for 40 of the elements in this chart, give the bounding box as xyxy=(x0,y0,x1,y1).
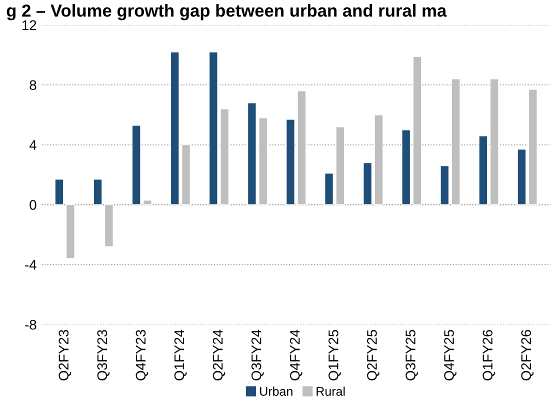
bar xyxy=(181,144,191,206)
x-tick-label: Q4FY23 xyxy=(136,330,148,380)
x-tick-label: Q3FY23 xyxy=(97,330,110,380)
y-tick-label: -4 xyxy=(25,260,36,270)
x-tick-label: Q4FY24 xyxy=(290,330,302,380)
x-tick-label: Q2FY25 xyxy=(367,330,380,380)
y-tick-label: 12 xyxy=(22,20,36,30)
bar xyxy=(170,51,180,206)
bar xyxy=(336,126,345,206)
y-tick-label: 8 xyxy=(30,80,36,90)
legend-label: Urban xyxy=(260,386,292,396)
bar xyxy=(220,108,230,206)
chart-title: g 2 – Volume growth gap between urban and rural ma xyxy=(6,4,447,20)
x-tick-label: Q1FY25 xyxy=(328,330,341,380)
bar xyxy=(132,124,141,206)
y-tick-label: 0 xyxy=(30,200,36,210)
x-tick-label: Q4FY25 xyxy=(444,330,456,380)
bar xyxy=(297,90,306,206)
y-tick-label: -8 xyxy=(25,320,36,330)
x-tick-label: Q2FY23 xyxy=(58,330,72,380)
bar xyxy=(142,200,152,206)
x-tick-label: Q2FY24 xyxy=(212,330,226,380)
bar xyxy=(104,204,114,248)
bar xyxy=(258,117,268,206)
bar xyxy=(93,178,102,206)
bar xyxy=(247,102,257,206)
bar xyxy=(66,204,76,260)
x-tick-label: Q3FY24 xyxy=(251,330,264,380)
y-tick-label: 4 xyxy=(29,140,36,150)
x-tick-label: Q1FY26 xyxy=(482,330,495,380)
x-tick-label: Q3FY25 xyxy=(406,330,418,380)
bar xyxy=(208,51,218,206)
legend-label: Rural xyxy=(316,386,345,396)
bar xyxy=(362,162,372,206)
bar xyxy=(374,114,384,206)
bar xyxy=(286,118,296,206)
x-tick-label: Q1FY24 xyxy=(174,330,187,380)
bar xyxy=(54,178,64,206)
bar xyxy=(324,172,334,206)
x-tick-label: Q2FY26 xyxy=(521,330,534,380)
